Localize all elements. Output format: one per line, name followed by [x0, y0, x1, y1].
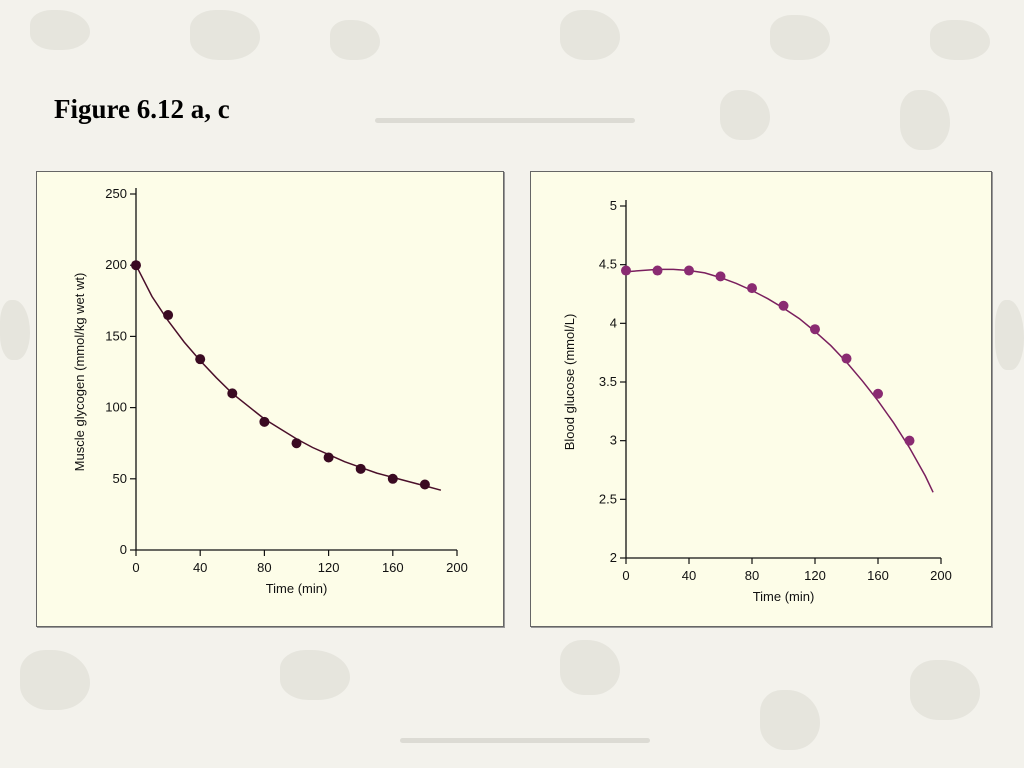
- data-point: [621, 265, 631, 276]
- y-tick-label: 2.5: [599, 491, 617, 506]
- data-point: [810, 324, 820, 335]
- y-axis-label: Blood glucose (mmol/L): [562, 314, 577, 451]
- data-point: [131, 260, 141, 271]
- y-tick-label: 2: [610, 550, 617, 565]
- x-tick-label: 160: [382, 560, 404, 575]
- y-tick-label: 50: [113, 471, 127, 486]
- x-tick-label: 80: [745, 568, 759, 583]
- data-point: [419, 479, 430, 490]
- x-tick-label: 200: [930, 568, 952, 583]
- x-axis-label: Time (min): [753, 589, 815, 604]
- y-tick-label: 4.5: [599, 257, 617, 272]
- x-tick-label: 80: [257, 560, 271, 575]
- fit-curve: [135, 264, 442, 491]
- x-tick-label: 0: [132, 560, 139, 575]
- data-point: [841, 353, 852, 364]
- muscle-glycogen-chart: 0 50 100 150 200 250 0 40 80 120 160 200 Time (min) M…: [72, 186, 468, 596]
- x-tick-label: 40: [193, 560, 207, 575]
- y-tick-label: 4: [610, 315, 617, 330]
- data-point: [163, 310, 174, 321]
- data-point: [387, 473, 398, 484]
- y-tick-label: 5: [610, 198, 617, 213]
- x-tick-label: 200: [446, 560, 468, 575]
- data-point: [873, 388, 883, 399]
- x-tick-label: 40: [682, 568, 696, 583]
- data-point: [195, 354, 206, 365]
- chart-panel-muscle-glycogen: 0 50 100 150 200 250 0 40 80 120 160 200 Time (min) M…: [36, 171, 504, 627]
- data-point: [227, 388, 238, 399]
- x-tick-label: 120: [804, 568, 826, 583]
- y-tick-label: 0: [120, 542, 127, 557]
- slide-title: Figure 6.12 a, c: [54, 94, 230, 124]
- data-point: [904, 435, 915, 446]
- data-point: [684, 265, 694, 276]
- data-point: [778, 300, 789, 311]
- data-point: [747, 283, 757, 294]
- y-axis-label: Muscle glycogen (mmol/kg wet wt): [72, 273, 87, 472]
- y-tick-label: 100: [105, 400, 127, 415]
- x-tick-label: 0: [622, 568, 629, 583]
- chart-panel-blood-glucose: 2 2.5 3 3.5 4 4.5 5 0 40 80 120 160 200 Time (min) Blo…: [530, 171, 992, 627]
- data-point: [652, 265, 663, 276]
- data-point: [355, 463, 366, 474]
- y-tick-label: 250: [105, 186, 127, 201]
- x-tick-label: 120: [318, 560, 340, 575]
- blood-glucose-chart: 2 2.5 3 3.5 4 4.5 5 0 40 80 120 160 200 Time (min) Blo…: [562, 198, 952, 604]
- y-tick-label: 3: [610, 433, 617, 448]
- x-tick-label: 160: [867, 568, 889, 583]
- data-point: [291, 438, 302, 449]
- data-point: [323, 452, 334, 463]
- y-tick-label: 3.5: [599, 374, 617, 389]
- y-tick-label: 150: [105, 328, 127, 343]
- y-tick-label: 200: [105, 257, 127, 272]
- data-point: [259, 416, 270, 427]
- x-axis-label: Time (min): [266, 581, 328, 596]
- data-point: [715, 271, 726, 282]
